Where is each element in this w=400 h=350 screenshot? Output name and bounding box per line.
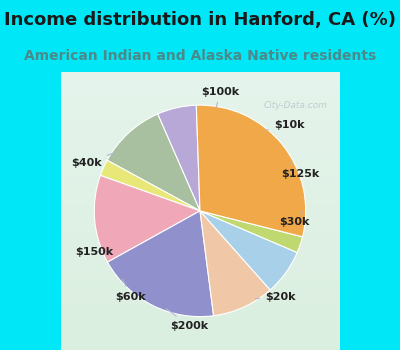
- Text: $150k: $150k: [75, 247, 113, 257]
- Wedge shape: [158, 105, 200, 211]
- Wedge shape: [200, 211, 270, 316]
- Text: $200k: $200k: [166, 309, 208, 330]
- Text: $20k: $20k: [255, 292, 295, 302]
- Text: $100k: $100k: [201, 87, 239, 107]
- Text: $60k: $60k: [116, 279, 146, 302]
- Wedge shape: [94, 175, 200, 262]
- Wedge shape: [108, 211, 214, 317]
- Wedge shape: [200, 211, 302, 253]
- Text: $10k: $10k: [266, 120, 304, 130]
- Wedge shape: [107, 114, 200, 211]
- Text: American Indian and Alaska Native residents: American Indian and Alaska Native reside…: [24, 49, 376, 63]
- Text: Income distribution in Hanford, CA (%): Income distribution in Hanford, CA (%): [4, 11, 396, 29]
- Text: $40k: $40k: [71, 153, 113, 168]
- Text: $30k: $30k: [280, 212, 310, 227]
- Text: City-Data.com: City-Data.com: [264, 101, 328, 110]
- Wedge shape: [200, 211, 297, 290]
- Wedge shape: [100, 160, 200, 211]
- Wedge shape: [196, 105, 306, 237]
- Text: $125k: $125k: [281, 162, 319, 179]
